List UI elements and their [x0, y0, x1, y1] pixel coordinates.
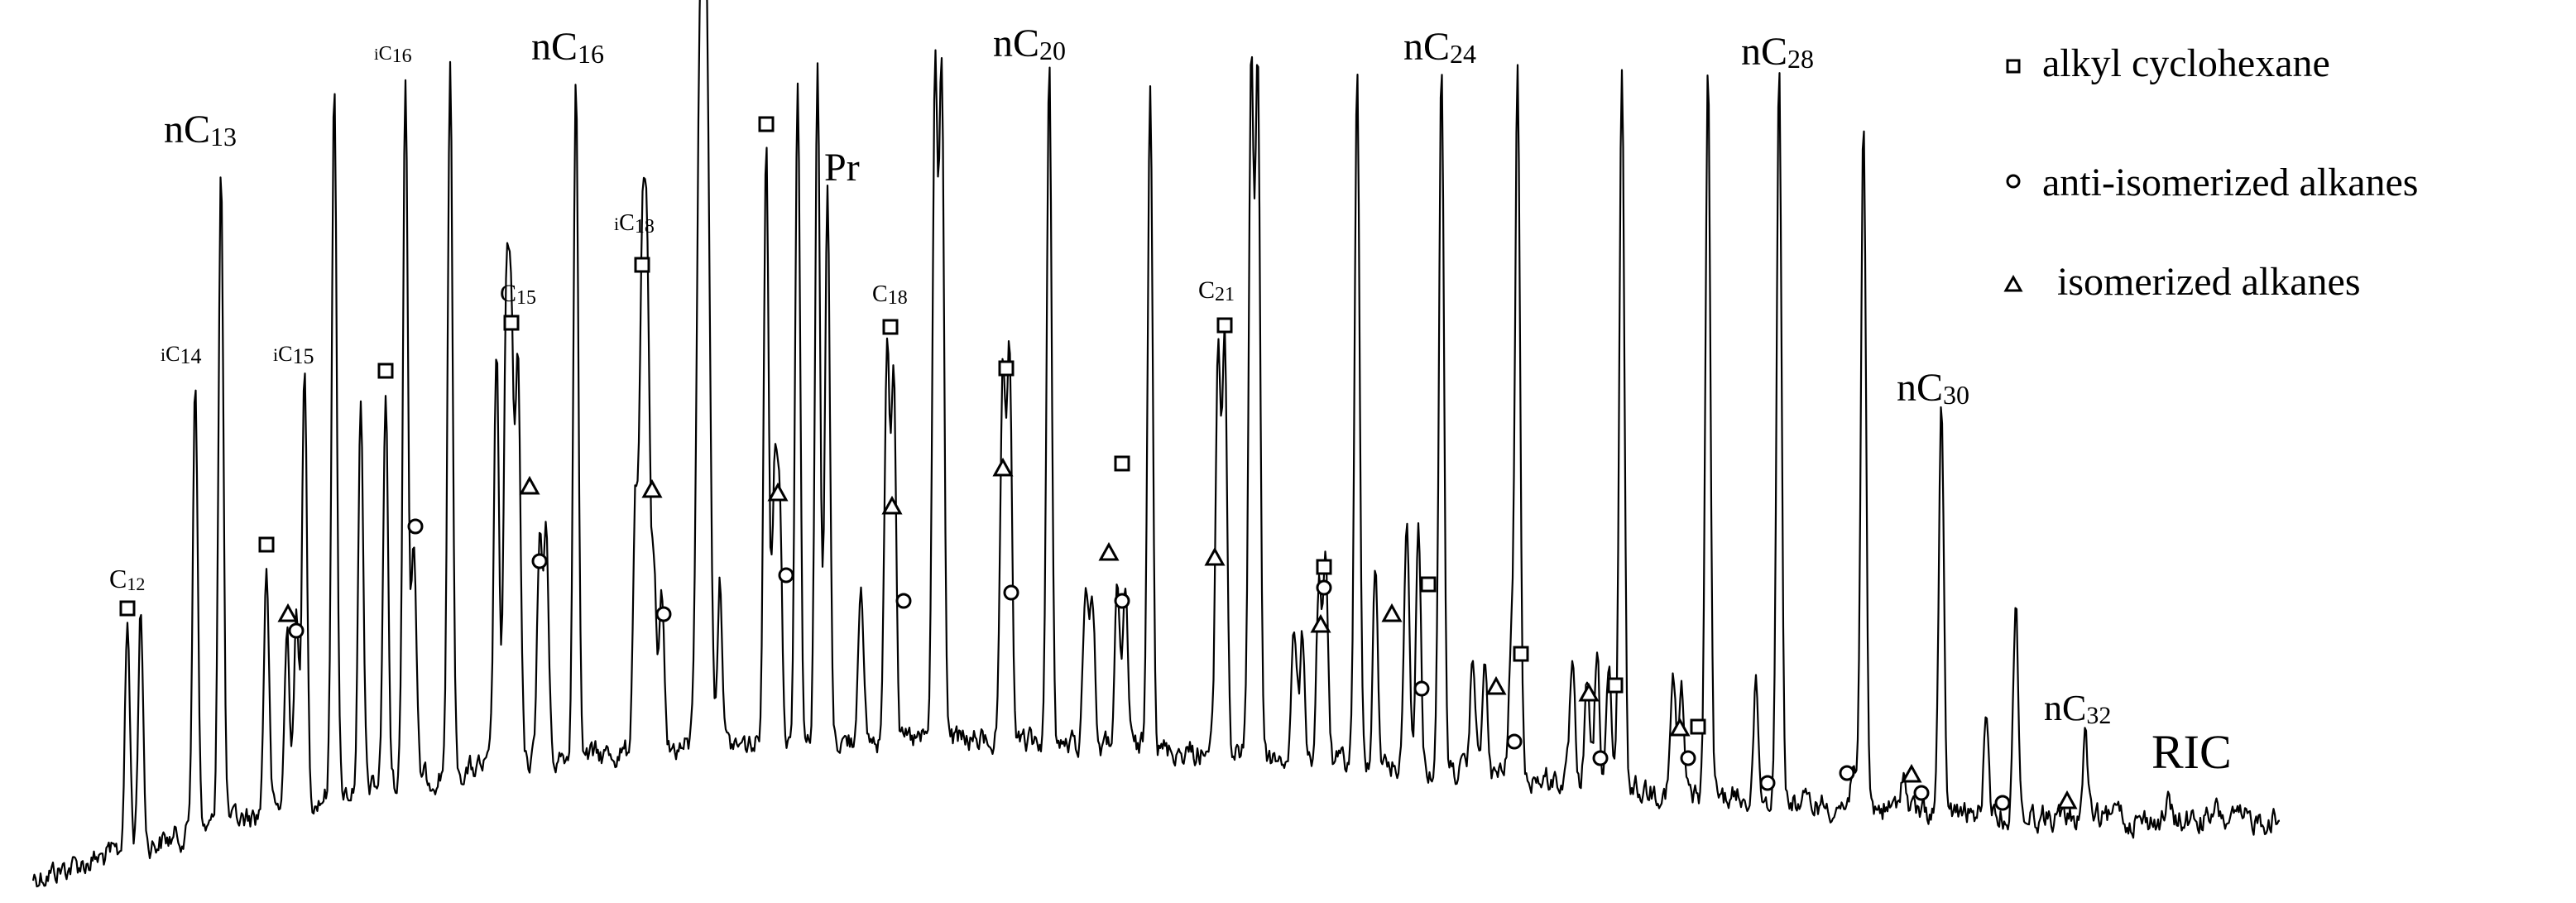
peak-label: nC20 — [993, 22, 1066, 65]
alkyl-cyclohexane-marker — [1316, 559, 1332, 575]
anti-isomerized-alkane-marker — [531, 553, 548, 569]
anti-isomerized-alkane-marker — [1592, 750, 1609, 766]
anti-isomerized-alkane-marker — [1316, 579, 1332, 596]
alkyl-cyclohexane-marker — [1420, 576, 1437, 593]
peak-label: nC30 — [1897, 366, 1969, 410]
alkyl-cyclohexane-marker — [258, 536, 275, 553]
isomerized-alkane-marker — [1381, 603, 1403, 622]
isomerized-alkane-marker — [992, 457, 1014, 477]
alkyl-cyclohexane-marker — [1607, 677, 1624, 694]
isomerized-alkane-marker — [519, 475, 540, 495]
peak-label: nC24 — [1403, 25, 1476, 69]
peak-label: nC32 — [2044, 688, 2111, 729]
anti-isomerized-alkane-marker — [895, 593, 912, 609]
anti-isomerized-alkane-marker — [1680, 750, 1696, 766]
peak-label: C15 — [500, 280, 536, 309]
anti-isomerized-alkane-marker — [655, 606, 672, 622]
isomerized-alkane-marker — [2056, 790, 2078, 809]
legend-square-marker — [2006, 59, 2021, 74]
anti-isomerized-alkane-marker — [1114, 593, 1130, 609]
anti-isomerized-alkane-marker — [1913, 785, 1930, 801]
isomerized-alkane-marker — [277, 603, 299, 622]
peak-label: nC16 — [531, 25, 604, 69]
anti-isomerized-alkane-marker — [778, 567, 794, 584]
peak-label: nC13 — [164, 108, 237, 151]
legend-label-anti-isomerized-alkanes: anti-isomerized alkanes — [2042, 161, 2418, 204]
anti-isomerized-alkane-marker — [1839, 765, 1855, 781]
anti-isomerized-alkane-marker — [1003, 584, 1019, 601]
alkyl-cyclohexane-marker — [503, 315, 520, 331]
alkyl-cyclohexane-marker — [377, 363, 394, 379]
legend: alkyl cyclohexane anti-isomerized alkane… — [2003, 41, 2418, 304]
isomerized-alkane-marker — [881, 495, 903, 515]
legend-triangle-marker — [2003, 274, 2023, 292]
peak-label: C21 — [1198, 276, 1235, 305]
chromatogram-line — [31, 0, 2281, 888]
anti-isomerized-alkane-marker — [407, 518, 424, 535]
peak-label: C18 — [872, 281, 908, 309]
anti-isomerized-alkane-marker — [1994, 795, 2011, 811]
alkyl-cyclohexane-marker — [758, 116, 775, 132]
isomerized-alkane-marker — [641, 478, 663, 498]
peak-marker-layer — [119, 116, 2078, 811]
peak-label-layer: C12 nC13 iC14 iC15 iC16 C15 nC16 iC18 Pr C18 nC20 C… — [109, 22, 2232, 779]
isomerized-alkane-marker — [1485, 675, 1507, 695]
anti-isomerized-alkane-marker — [1759, 775, 1776, 791]
anti-isomerized-alkane-marker — [288, 622, 305, 639]
alkyl-cyclohexane-marker — [998, 360, 1015, 377]
alkyl-cyclohexane-marker — [1513, 646, 1529, 662]
isomerized-alkane-marker — [1310, 613, 1331, 633]
isomerized-alkane-marker — [1204, 546, 1226, 566]
chromatogram-trace-layer — [31, 0, 2281, 888]
isomerized-alkane-marker — [767, 482, 789, 502]
peak-label: Pr — [824, 146, 860, 190]
alkyl-cyclohexane-marker — [119, 600, 136, 617]
peak-label: C12 — [109, 564, 145, 594]
isomerized-alkane-marker — [1098, 541, 1120, 561]
trace-label-ric: RIC — [2151, 725, 2232, 779]
legend-circle-marker — [2006, 174, 2021, 189]
alkyl-cyclohexane-marker — [1690, 718, 1706, 735]
peak-label: iC18 — [614, 210, 655, 238]
peak-label: iC16 — [374, 43, 412, 67]
alkyl-cyclohexane-marker — [1114, 455, 1130, 472]
anti-isomerized-alkane-marker — [1506, 733, 1523, 750]
alkyl-cyclohexane-marker — [634, 257, 650, 273]
isomerized-alkane-marker — [1578, 682, 1600, 702]
alkyl-cyclohexane-marker — [882, 319, 899, 335]
peak-label: iC14 — [161, 342, 201, 368]
legend-label-alkyl-cyclohexane: alkyl cyclohexane — [2042, 41, 2330, 85]
anti-isomerized-alkane-marker — [1413, 680, 1430, 697]
peak-label: iC15 — [273, 342, 314, 368]
isomerized-alkane-marker — [1901, 763, 1922, 783]
isomerized-alkane-marker — [1669, 717, 1691, 737]
legend-label-isomerized-alkanes: isomerized alkanes — [2057, 260, 2361, 304]
alkyl-cyclohexane-marker — [1216, 317, 1233, 334]
peak-label: nC28 — [1741, 30, 1814, 74]
